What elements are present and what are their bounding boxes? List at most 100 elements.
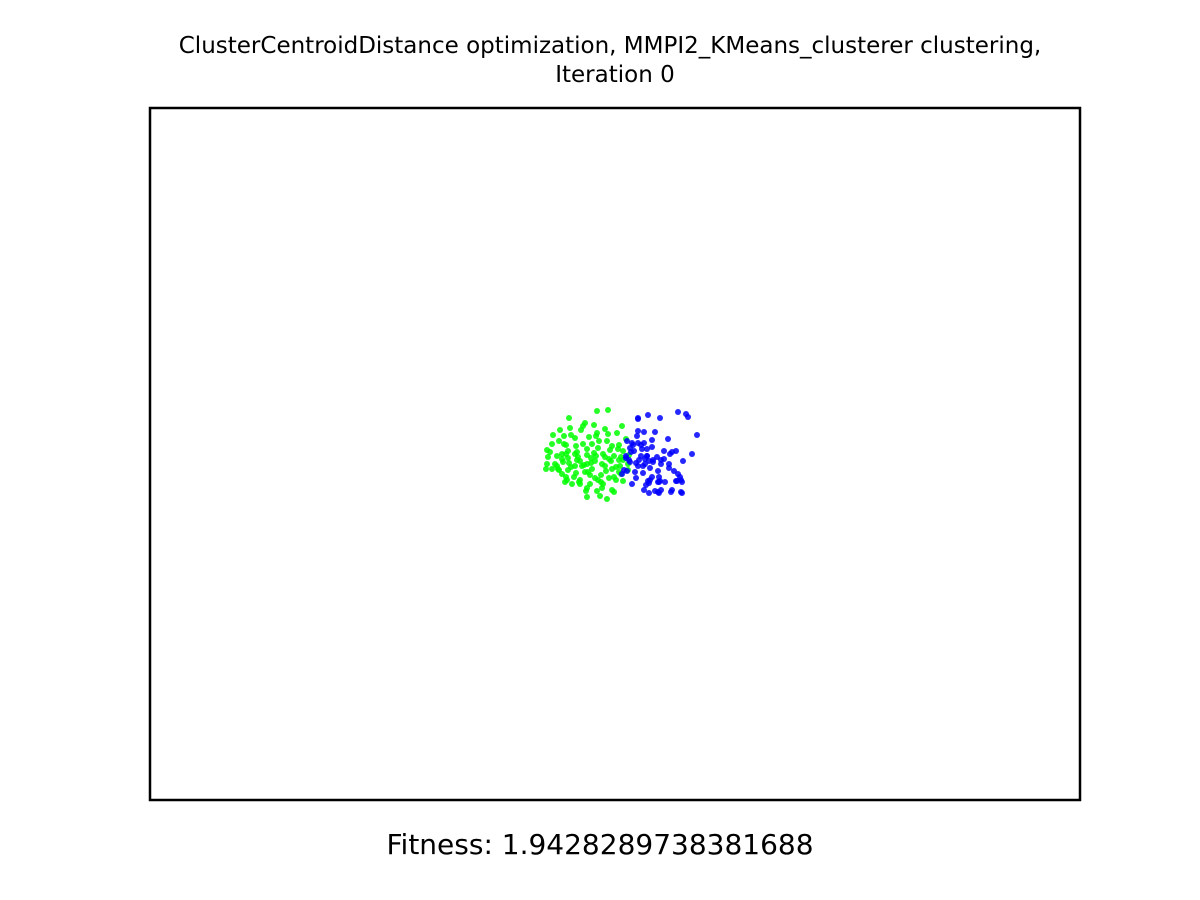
scatter-point [633, 475, 639, 481]
scatter-point [600, 451, 606, 457]
scatter-point [544, 461, 550, 467]
scatter-point [597, 493, 603, 499]
scatter-point [680, 458, 686, 464]
scatter-point [596, 438, 602, 444]
series-green [543, 407, 632, 502]
scatter-point [640, 470, 646, 476]
scatter-point [567, 425, 573, 431]
scatter-point [557, 427, 563, 433]
scatter-point [605, 407, 611, 413]
scatter-point [614, 430, 620, 436]
scatter-point [647, 477, 653, 483]
scatter-point [572, 451, 578, 457]
series-blue [619, 409, 700, 496]
scatter-point [607, 447, 613, 453]
scatter-point [595, 445, 601, 451]
scatter-point [635, 415, 641, 421]
scatter-point [588, 460, 594, 466]
scatter-point [644, 446, 650, 452]
scatter-point [667, 451, 673, 457]
scatter-point [604, 496, 610, 502]
scatter-point [638, 442, 644, 448]
scatter-point [560, 459, 566, 465]
scatter-point [554, 453, 560, 459]
scatter-point [543, 466, 549, 472]
scatter-point [585, 469, 591, 475]
scatter-point [577, 458, 583, 464]
scatter-point [603, 468, 609, 474]
scatter-point [649, 444, 655, 450]
scatter-point [582, 420, 588, 426]
scatter-point [657, 415, 663, 421]
scatter-point [559, 451, 565, 457]
scatter-point [629, 481, 635, 487]
chart-title-line-2: Iteration 0 [555, 62, 675, 88]
scatter-point [592, 475, 598, 481]
scatter-point [600, 481, 606, 487]
scatter-point [609, 466, 615, 472]
scatter-point [661, 448, 667, 454]
scatter-point [656, 479, 662, 485]
scatter-point [584, 485, 590, 491]
scatter-point [602, 426, 608, 432]
scatter-point [647, 465, 653, 471]
scatter-point [619, 471, 625, 477]
scatter-point [645, 412, 651, 418]
scatter-point [689, 451, 695, 457]
scatter-point [561, 441, 567, 447]
scatter-point [566, 460, 572, 466]
scatter-point [598, 472, 604, 478]
scatter-point [624, 468, 630, 474]
scatter-point [661, 456, 667, 462]
scatter-point [604, 438, 610, 444]
chart-title-line-1: ClusterCentroidDistance optimization, MM… [178, 33, 1042, 59]
scatter-point [677, 474, 683, 480]
scatter-point [577, 481, 583, 487]
scatter-point [565, 455, 571, 461]
scatter-point [545, 454, 551, 460]
scatter-point [594, 488, 600, 494]
scatter-point [566, 415, 572, 421]
scatter-point [675, 409, 681, 415]
scatter-point [615, 446, 621, 452]
axes-frame [148, 106, 1082, 802]
scatter-point [550, 432, 556, 438]
scatter-point [602, 463, 608, 469]
scatter-point [594, 408, 600, 414]
scatter-point [634, 433, 640, 439]
scatter-point [620, 478, 626, 484]
scatter-point [668, 489, 674, 495]
scatter-point [611, 453, 617, 459]
scatter-point [666, 461, 672, 467]
points-layer [543, 407, 700, 502]
scatter-point [572, 463, 578, 469]
scatter-point [616, 457, 622, 463]
scatter-point [573, 443, 579, 449]
scatter-point [611, 489, 617, 495]
scatter-point [644, 453, 650, 459]
scatter-point [679, 490, 685, 496]
scatter-point [549, 441, 555, 447]
scatter-point [619, 423, 625, 429]
scatter-point [580, 441, 586, 447]
scatter-point [547, 449, 553, 455]
scatter-point [665, 436, 671, 442]
scatter-point [620, 448, 626, 454]
scatter-point [629, 440, 635, 446]
scatter-point [624, 438, 630, 444]
scatter-point [611, 474, 617, 480]
scatter-point [633, 460, 639, 466]
scatter-point [565, 467, 571, 473]
scatter-point [646, 458, 652, 464]
scatter-point [654, 454, 660, 460]
scatter-point [617, 463, 623, 469]
scatter-point [673, 478, 679, 484]
scatter-point [606, 475, 612, 481]
scatter-point [591, 422, 597, 428]
scatter-point [572, 435, 578, 441]
scatter-point [685, 414, 691, 420]
scatter-point [641, 429, 647, 435]
scatter-point [646, 490, 652, 496]
scatter-point [694, 432, 700, 438]
